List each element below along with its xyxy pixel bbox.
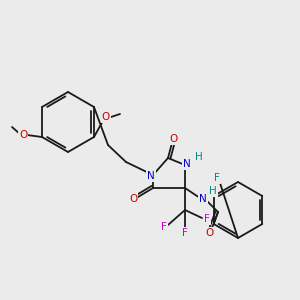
Text: F: F: [214, 173, 220, 183]
Text: F: F: [161, 222, 167, 232]
Text: O: O: [206, 228, 214, 238]
Text: O: O: [129, 194, 137, 204]
Text: H: H: [209, 186, 217, 196]
Text: N: N: [199, 194, 207, 204]
Text: N: N: [183, 159, 191, 169]
Text: O: O: [102, 112, 110, 122]
Text: O: O: [19, 130, 27, 140]
Text: F: F: [182, 228, 188, 238]
Text: H: H: [195, 152, 203, 162]
Text: N: N: [147, 171, 155, 181]
Text: O: O: [169, 134, 177, 144]
Text: F: F: [204, 214, 210, 224]
